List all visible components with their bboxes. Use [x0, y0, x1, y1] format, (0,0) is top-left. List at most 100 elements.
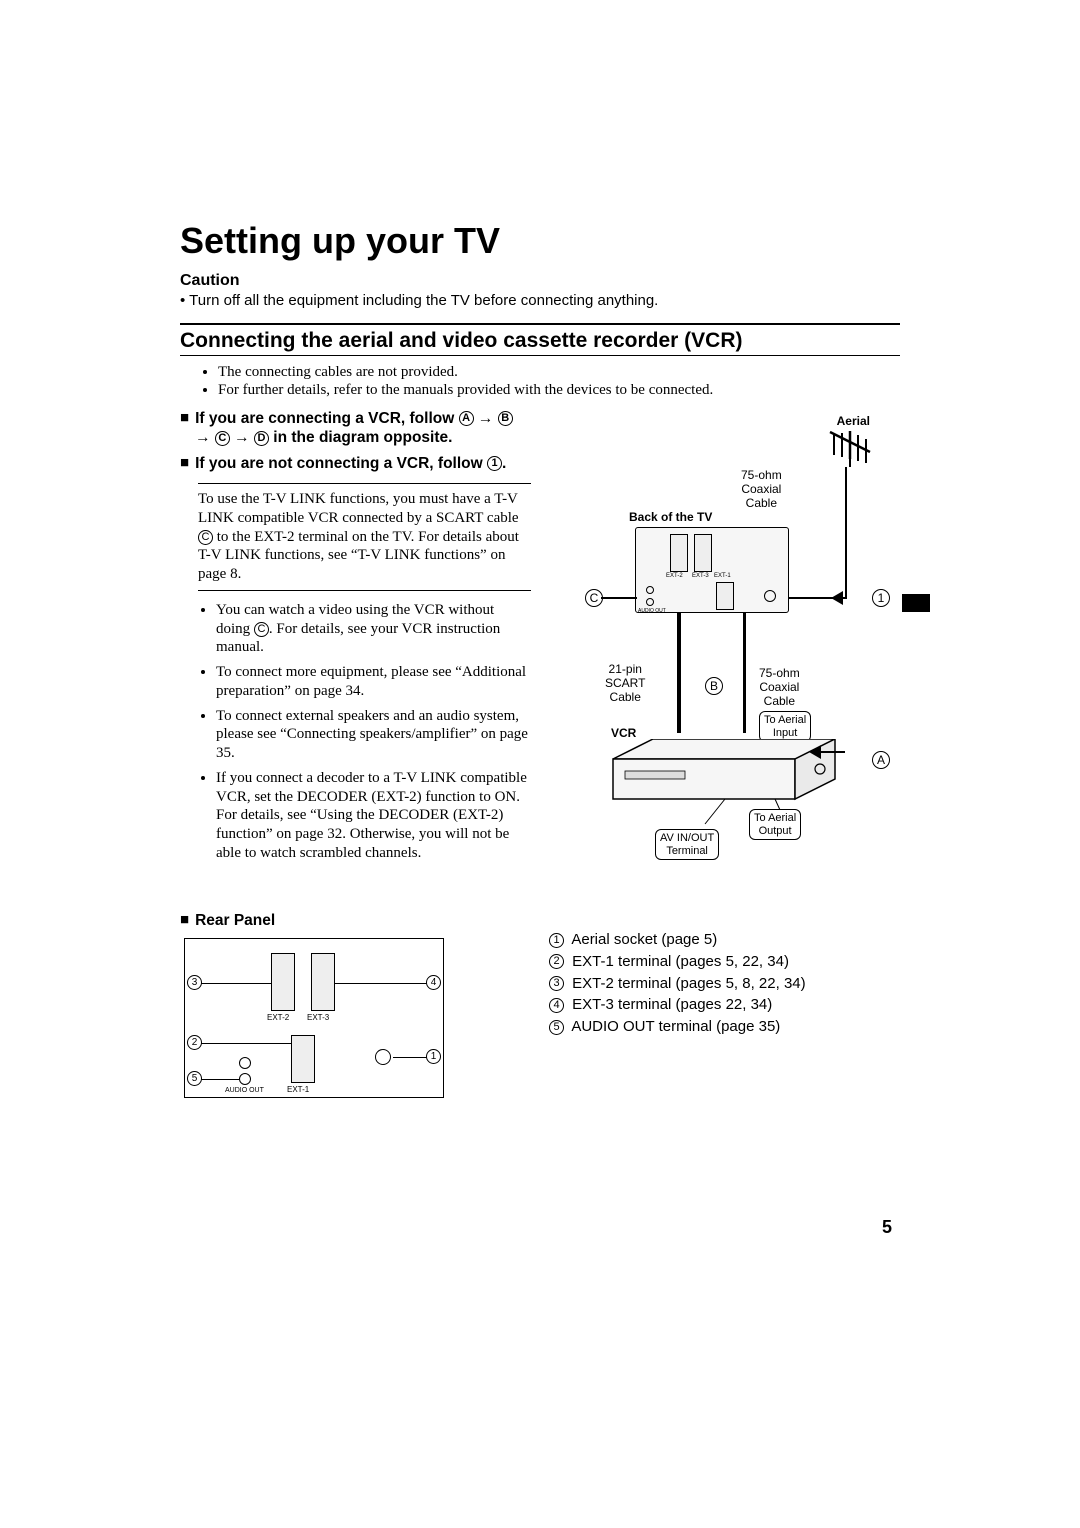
circle-number: 1 — [426, 1049, 441, 1064]
text: to the EXT-2 terminal on the TV. For det… — [198, 529, 519, 583]
divider — [180, 323, 900, 325]
cable-line — [821, 751, 845, 753]
audio-port — [646, 598, 654, 606]
square-bullet-icon: ■ — [180, 454, 189, 472]
text: Rear Panel — [195, 911, 275, 930]
list-item: You can watch a video using the VCR with… — [216, 601, 531, 657]
callout-line — [335, 983, 429, 984]
port-label: EXT-2 — [267, 1013, 289, 1022]
port-label: EXT-1 — [714, 573, 731, 579]
port-label: EXT-1 — [287, 1085, 309, 1094]
coax-label: 75-ohmCoaxialCable — [741, 469, 782, 510]
list-item: 4 EXT-3 terminal (pages 22, 34) — [549, 994, 900, 1016]
to-aerial-output-box: To AerialOutput — [749, 809, 801, 840]
port-label: EXT-3 — [692, 573, 709, 579]
text: Aerial socket (page 5) — [571, 931, 717, 948]
list-item: 1 Aerial socket (page 5) — [549, 929, 900, 951]
circle-number: 2 — [187, 1035, 202, 1050]
tv-back-panel: EXT-2 EXT-3 EXT-1 AUDIO OUT — [635, 527, 789, 613]
coax-cable — [743, 613, 746, 733]
sub-bullets: You can watch a video using the VCR with… — [216, 601, 531, 863]
av-inout-box: AV IN/OUTTerminal — [655, 829, 719, 860]
list-item: If you connect a decoder to a T-V LINK c… — [216, 769, 531, 863]
circle-number: 3 — [549, 976, 564, 991]
circle-number: 1 — [549, 933, 564, 948]
callout-line — [193, 1043, 291, 1044]
to-aerial-input-box: To AerialInput — [759, 711, 811, 742]
side-tab — [902, 594, 930, 612]
callout-line — [193, 983, 271, 984]
tvlink-note: To use the T-V LINK functions, you must … — [198, 483, 531, 591]
audio-port — [239, 1073, 251, 1085]
port-label: AUDIO OUT — [225, 1087, 264, 1094]
circle-number: 4 — [426, 975, 441, 990]
square-bullet-icon: ■ — [180, 409, 189, 427]
list-item: 5 AUDIO OUT terminal (page 35) — [549, 1016, 900, 1038]
scart-port — [694, 534, 712, 572]
subhead-not-connecting-vcr: ■ If you are not connecting a VCR, follo… — [180, 454, 531, 473]
section-heading: Connecting the aerial and video cassette… — [180, 329, 900, 353]
port-label: EXT-2 — [666, 573, 683, 579]
cable-line — [601, 597, 637, 599]
circle-number-1: 1 — [872, 589, 890, 607]
circle-number: 4 — [549, 998, 564, 1013]
back-of-tv-label: Back of the TV — [629, 511, 712, 525]
caution-block: Caution • Turn off all the equipment inc… — [180, 272, 900, 309]
scart-port — [271, 953, 295, 1011]
circle-letter-b: B — [705, 677, 723, 695]
port-label: EXT-3 — [307, 1013, 329, 1022]
aerial-socket — [764, 590, 776, 602]
list-item: To connect external speakers and an audi… — [216, 707, 531, 763]
circle-letter: C — [215, 431, 230, 446]
cable-line — [845, 467, 847, 599]
rear-panel-list: 1 Aerial socket (page 5) 2 EXT-1 termina… — [549, 929, 900, 1038]
arrow-icon — [809, 745, 821, 759]
text: in the diagram opposite. — [269, 429, 452, 446]
circle-letter: C — [254, 622, 269, 637]
text: EXT-3 terminal (pages 22, 34) — [572, 996, 772, 1013]
audio-port — [646, 586, 654, 594]
scart-cable — [677, 613, 681, 733]
circle-letter: B — [498, 411, 513, 426]
text: EXT-2 terminal (pages 5, 8, 22, 34) — [572, 975, 805, 992]
list-item: The connecting cables are not provided. — [218, 364, 900, 381]
scart-label: 21-pinSCARTCable — [605, 663, 645, 704]
arrow-icon — [831, 591, 843, 605]
list-item: 3 EXT-2 terminal (pages 5, 8, 22, 34) — [549, 973, 900, 995]
divider — [180, 355, 900, 356]
coax-label: 75-ohmCoaxialCable — [759, 667, 800, 708]
scart-port — [291, 1035, 315, 1083]
circle-letter: D — [254, 431, 269, 446]
caution-bullet: • Turn off all the equipment including t… — [180, 292, 900, 309]
circle-letter: A — [459, 411, 474, 426]
subhead-connecting-vcr: ■ If you are connecting a VCR, follow A … — [180, 409, 531, 448]
port-label: AUDIO OUT — [638, 608, 666, 614]
circle-number: 5 — [549, 1020, 564, 1035]
connection-diagram: Aerial 75-ohmCoaxialCable Back of the TV — [549, 409, 900, 889]
list-item: For further details, refer to the manual… — [218, 382, 900, 399]
aerial-icon — [820, 427, 880, 467]
scart-port — [716, 582, 734, 610]
text: EXT-1 terminal (pages 5, 22, 34) — [572, 953, 789, 970]
scart-port — [670, 534, 688, 572]
list-item: To connect more equipment, please see “A… — [216, 663, 531, 701]
circle-number: 2 — [549, 954, 564, 969]
rear-panel-heading: ■ Rear Panel — [180, 911, 531, 930]
text: If you are not connecting a VCR, follow — [195, 455, 487, 472]
intro-bullets: The connecting cables are not provided. … — [218, 364, 900, 399]
audio-port — [239, 1057, 251, 1069]
caution-heading: Caution — [180, 272, 900, 290]
caution-text: Turn off all the equipment including the… — [189, 292, 658, 309]
circle-number: 1 — [487, 456, 502, 471]
callout-line — [393, 1057, 429, 1058]
list-item: 2 EXT-1 terminal (pages 5, 22, 34) — [549, 951, 900, 973]
circle-letter-a: A — [872, 751, 890, 769]
aerial-socket — [375, 1049, 391, 1065]
circle-number: 5 — [187, 1071, 202, 1086]
rear-panel-diagram: EXT-2 EXT-3 EXT-1 AUDIO OUT 3 4 2 5 1 — [184, 938, 444, 1098]
text: To use the T-V LINK functions, you must … — [198, 491, 519, 526]
text: If you are connecting a VCR, follow — [195, 410, 459, 427]
page-number: 5 — [882, 1217, 892, 1238]
circle-letter: C — [198, 530, 213, 545]
page-title: Setting up your TV — [180, 220, 900, 262]
